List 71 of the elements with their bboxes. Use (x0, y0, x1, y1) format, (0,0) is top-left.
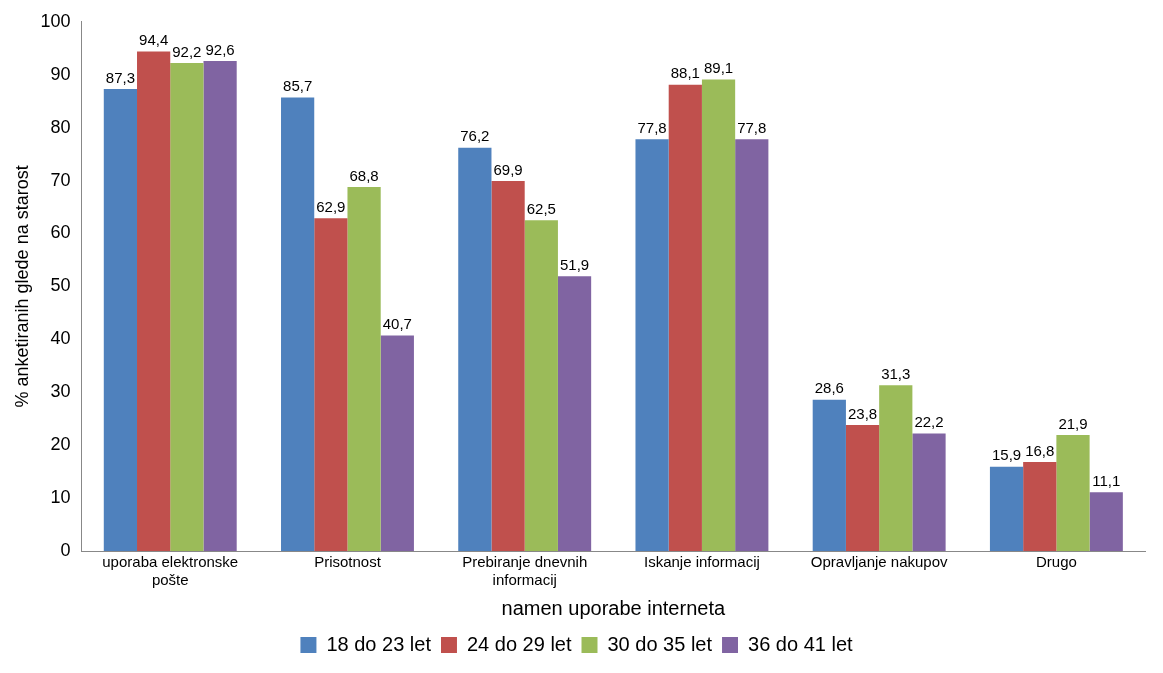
bar (1023, 462, 1057, 551)
y-tick-label: 70 (50, 169, 71, 190)
bar (170, 63, 204, 551)
data-label: 62,5 (526, 199, 556, 217)
data-label: 68,8 (349, 166, 379, 184)
y-tick-label: 80 (50, 116, 71, 137)
data-label: 51,9 (559, 255, 590, 273)
bar (879, 385, 913, 551)
bar (812, 399, 846, 551)
data-label: 77,8 (737, 118, 767, 136)
y-tick-label: 10 (50, 487, 71, 508)
data-label: 89,1 (703, 59, 734, 77)
bar (1056, 435, 1090, 551)
bar (491, 181, 525, 551)
data-label: 92,2 (172, 42, 202, 60)
legend-label: 18 do 23 let (326, 632, 432, 655)
y-tick-label: 100 (40, 10, 71, 31)
data-label: 92,6 (205, 40, 235, 58)
y-tick-label: 30 (50, 381, 71, 402)
bar (458, 147, 492, 551)
data-label: 21,9 (1058, 414, 1088, 432)
bar (347, 186, 381, 551)
bar (380, 335, 414, 551)
bar (701, 79, 736, 551)
y-tick-label: 50 (50, 275, 71, 296)
data-label: 28,6 (814, 379, 844, 397)
bar (103, 89, 138, 551)
data-label: 77,8 (637, 118, 667, 136)
legend-label: 24 do 29 let (466, 632, 572, 655)
data-label: 87,3 (105, 68, 135, 86)
x-tick-label: uporaba elektronske pošte (102, 553, 239, 589)
bar (524, 220, 558, 551)
y-tick-label: 0 (60, 539, 71, 560)
data-label: 16,8 (1025, 441, 1055, 459)
y-tick-label: 60 (50, 222, 71, 243)
data-label: 40,7 (382, 315, 412, 333)
bar (557, 276, 592, 551)
bar (845, 425, 880, 551)
data-label: 85,7 (283, 77, 313, 95)
data-label: 62,9 (316, 197, 346, 215)
bar (989, 466, 1024, 551)
data-label: 22,2 (914, 413, 944, 431)
bar (203, 60, 237, 551)
data-label: 23,8 (847, 404, 878, 422)
bar (281, 97, 315, 551)
data-label: 69,9 (493, 160, 523, 178)
x-axis-title: namen uporabe interneta (501, 596, 726, 619)
data-label: 94,4 (139, 31, 169, 49)
y-tick-label: 90 (50, 63, 71, 84)
bar (735, 139, 769, 551)
x-tick-label: Iskanje informacij (643, 553, 760, 571)
x-tick-label: Prebiranje dnevnih informacij (462, 553, 588, 589)
bar (912, 433, 946, 551)
bar (635, 139, 669, 551)
legend-label: 36 do 41 let (748, 632, 854, 655)
x-tick-label: Drugo (1035, 553, 1077, 571)
bar (137, 51, 171, 551)
bar (1089, 492, 1123, 551)
x-tick-label: Prisotnost (314, 553, 382, 571)
bar (668, 84, 702, 551)
data-label: 15,9 (991, 446, 1022, 464)
legend-label: 30 do 35 let (607, 632, 713, 655)
y-tick-label: 40 (50, 328, 71, 349)
data-label: 31,3 (881, 365, 911, 382)
x-tick-label: Opravljanje nakupov (810, 553, 949, 571)
data-label: 76,2 (460, 127, 490, 145)
data-label: 11,1 (1092, 471, 1121, 489)
y-tick-label: 20 (50, 434, 71, 455)
y-axis-title: % anketiranih glede na starost (11, 165, 32, 408)
data-label: 88,1 (670, 64, 700, 82)
bar (314, 218, 348, 551)
